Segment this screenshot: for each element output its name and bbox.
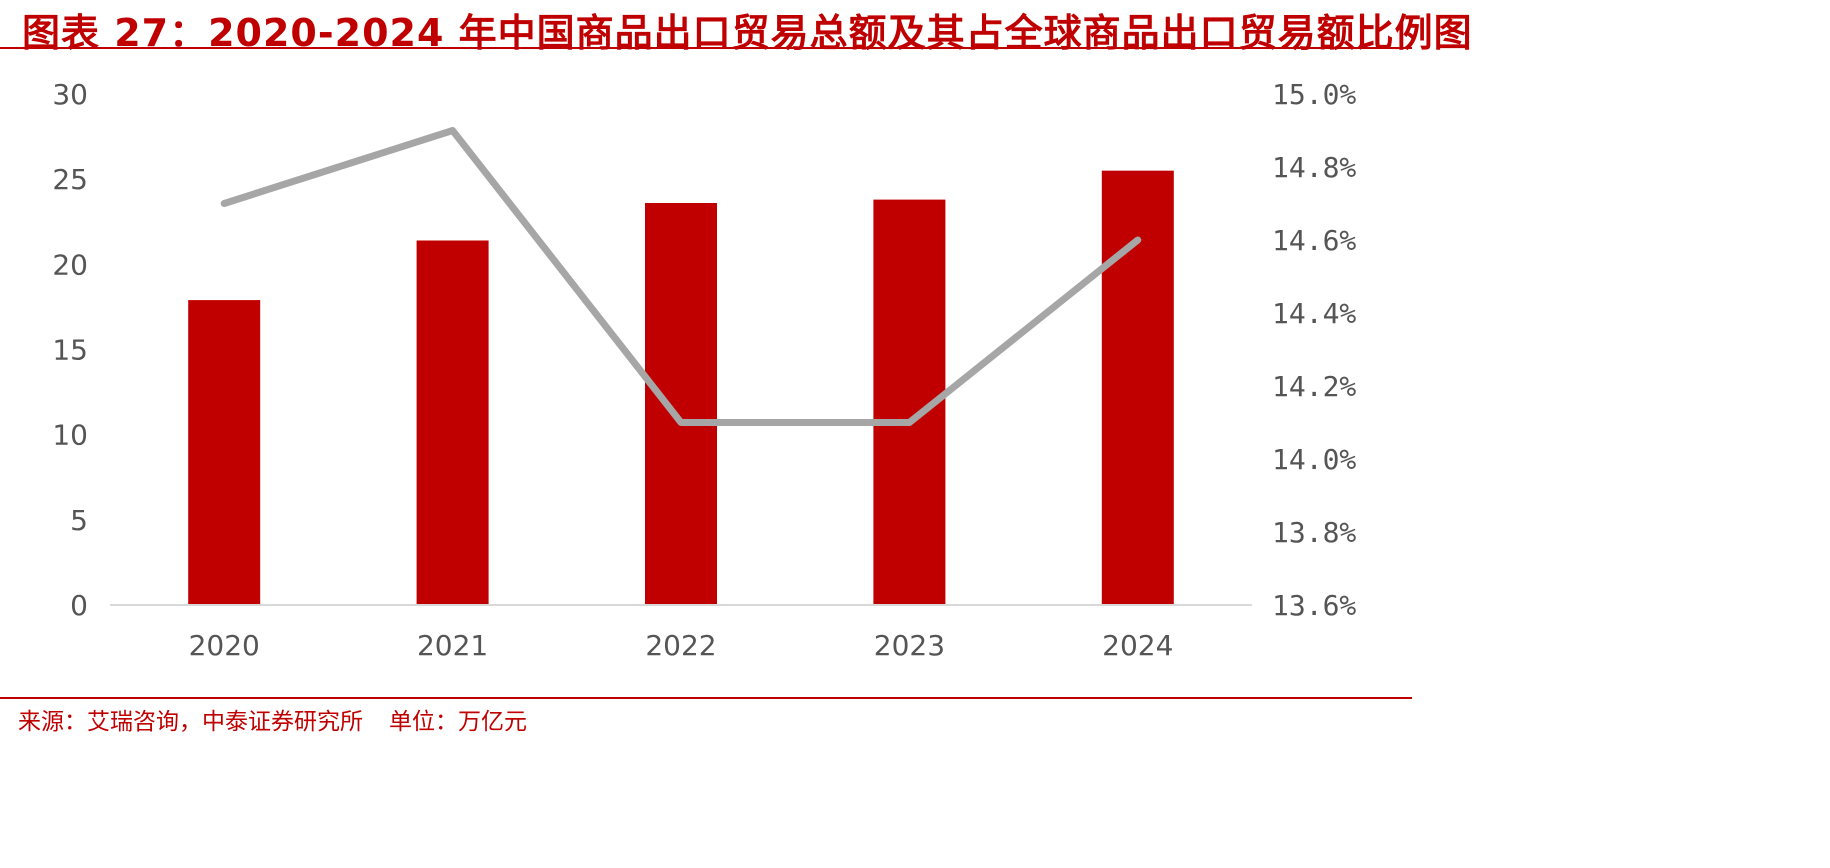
y-right-tick-label: 14.8%	[1272, 151, 1356, 184]
y-left-tick-label: 5	[70, 504, 88, 537]
x-axis-labels: 2020 2021 2022 2023 2024	[189, 629, 1174, 662]
y-left-tick-label: 0	[70, 589, 88, 622]
y-left-tick-label: 10	[52, 419, 88, 452]
y-right-tick-label: 15.0%	[1272, 78, 1356, 111]
y-left-tick-label: 20	[52, 248, 88, 281]
y-right-tick-label: 14.2%	[1272, 370, 1356, 403]
y-right-tick-label: 13.8%	[1272, 516, 1356, 549]
x-tick-label: 2020	[189, 629, 260, 662]
x-tick-label: 2022	[645, 629, 716, 662]
y-left-tick-label: 15	[52, 334, 88, 367]
line-series	[220, 127, 1142, 426]
y-left-tick-label: 30	[52, 78, 88, 111]
bar-2024	[1101, 170, 1174, 605]
y-axis-right: 13.6% 13.8% 14.0% 14.2% 14.4% 14.6% 14.8% 15.0%	[1272, 78, 1356, 622]
bar-2020	[188, 300, 261, 605]
footer-rule	[0, 697, 1412, 699]
footer: 来源：艾瑞咨询，中泰证券研究所 单位：万亿元	[18, 702, 527, 736]
y-left-tick-label: 25	[52, 163, 88, 196]
x-tick-label: 2023	[874, 629, 945, 662]
y-right-tick-label: 14.6%	[1272, 224, 1356, 257]
unit-note: 单位：万亿元	[389, 709, 527, 735]
y-right-tick-label: 14.0%	[1272, 443, 1356, 476]
x-tick-label: 2024	[1102, 629, 1173, 662]
y-right-tick-label: 13.6%	[1272, 589, 1356, 622]
bar-series	[188, 170, 1174, 605]
title-rule	[0, 47, 1412, 49]
source-note: 来源：艾瑞咨询，中泰证券研究所	[18, 709, 363, 735]
y-axis-left: 0 5 10 15 20 25 30	[52, 78, 88, 622]
x-tick-label: 2021	[417, 629, 488, 662]
y-right-tick-label: 14.4%	[1272, 297, 1356, 330]
bar-2022	[645, 203, 717, 605]
bar-2021	[416, 240, 489, 605]
